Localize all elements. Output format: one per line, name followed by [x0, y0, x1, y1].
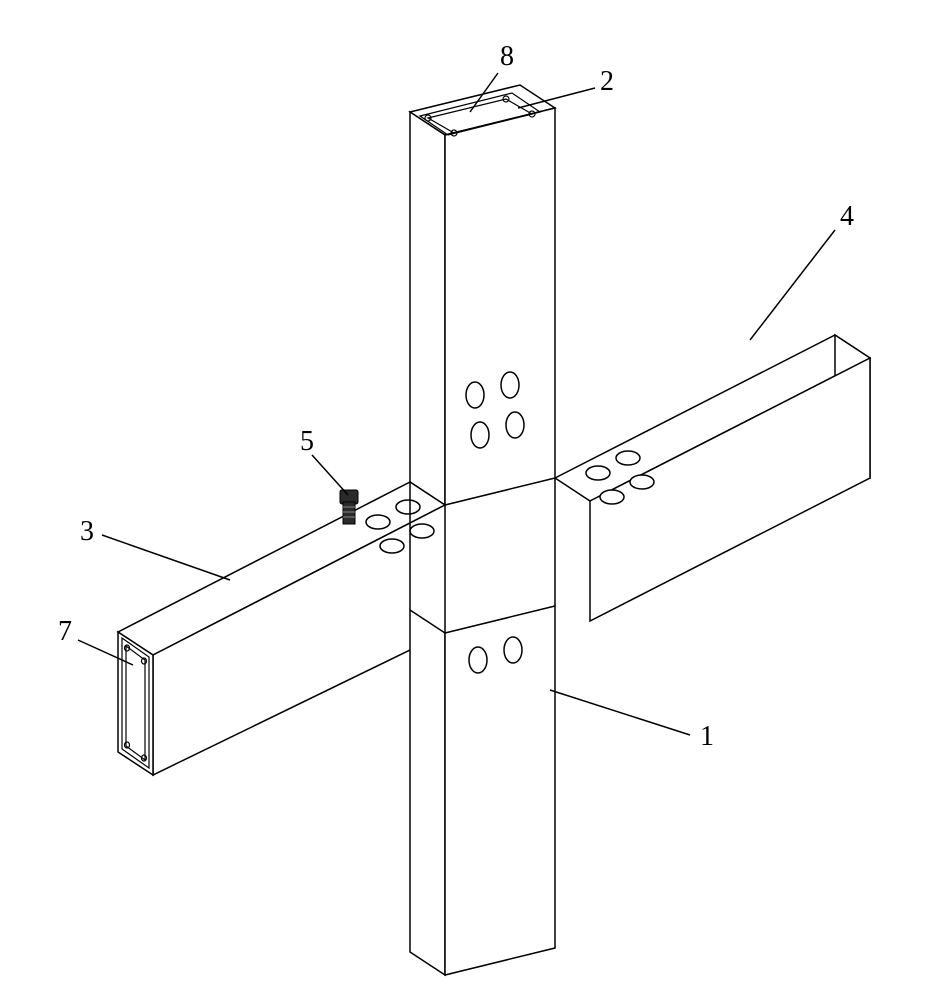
column-upper-front: [410, 112, 445, 505]
callout-7: 7: [58, 616, 72, 647]
bolt: [340, 490, 358, 524]
engineering-diagram: 1 2 3 4 5 7 8: [0, 0, 947, 1000]
callout-8: 8: [500, 41, 514, 72]
column-lower-right: [445, 606, 555, 975]
callout-5: 5: [300, 426, 314, 457]
callout-2: 2: [600, 66, 614, 97]
beam-left: [118, 482, 445, 775]
callout-1: 1: [700, 721, 714, 752]
column-lower-front: [410, 610, 445, 975]
column-upper-right: [445, 108, 555, 505]
callout-4: 4: [840, 201, 854, 232]
callout-3: 3: [80, 516, 94, 547]
